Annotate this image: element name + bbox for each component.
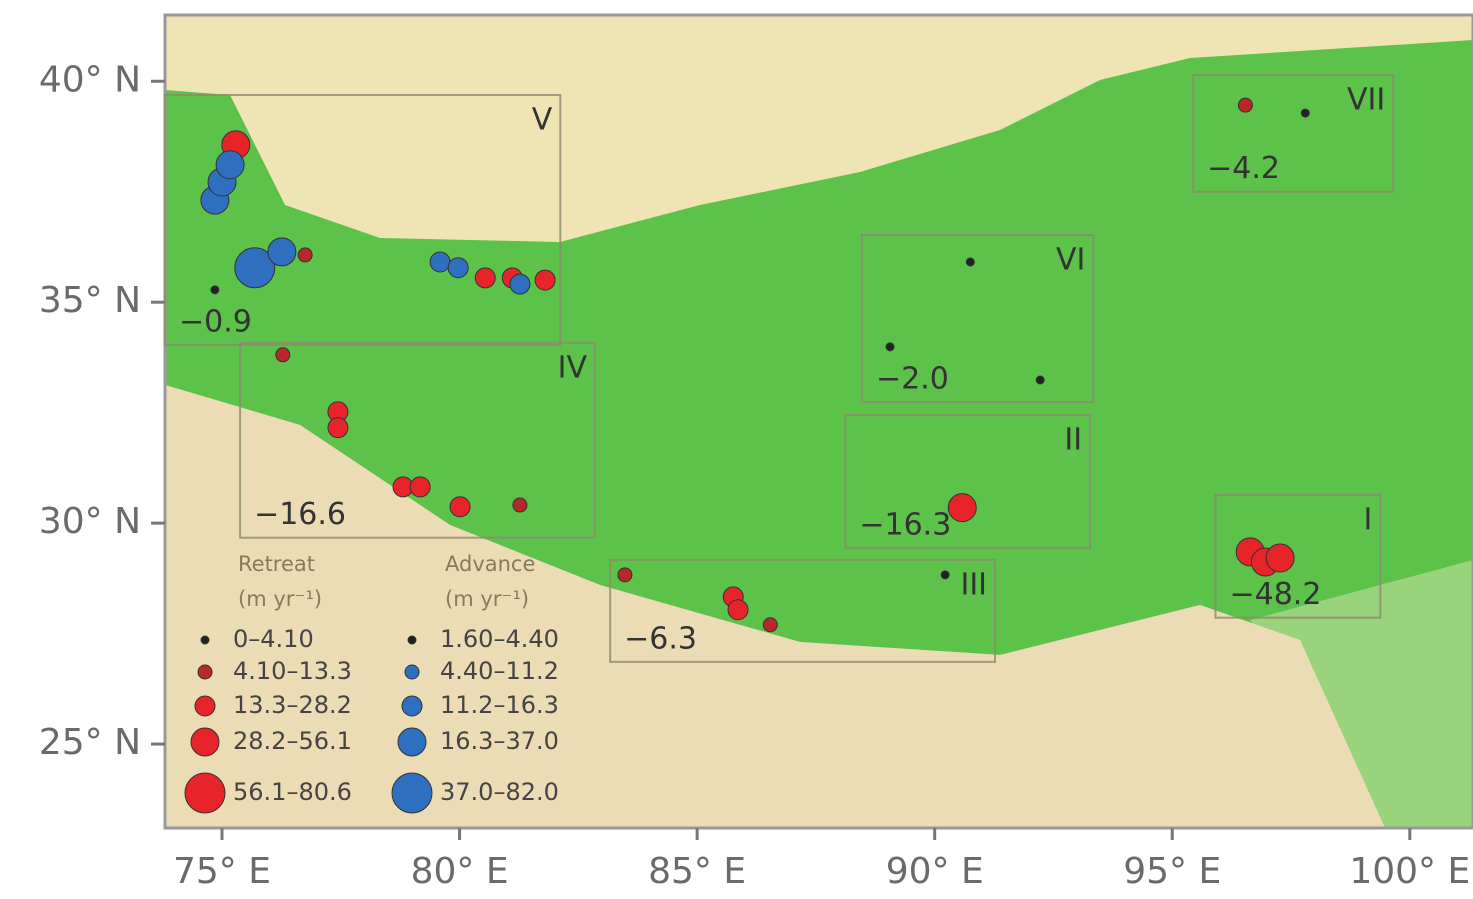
- region-label: V: [532, 102, 553, 137]
- legend-symbol: [198, 665, 212, 679]
- region-value: −16.6: [254, 497, 346, 532]
- glacier-marker: [510, 274, 530, 294]
- glacier-marker: [475, 268, 495, 288]
- x-tick-label: 75° E: [173, 851, 271, 892]
- glacier-marker: [535, 270, 555, 290]
- legend-symbol: [402, 696, 422, 716]
- legend-label: 13.3–28.2: [233, 691, 352, 719]
- glacier-marker: [1266, 544, 1294, 572]
- legend-symbol: [195, 696, 215, 716]
- glacier-marker: [966, 258, 974, 266]
- legend-label: 4.10–13.3: [233, 657, 352, 685]
- glacier-marker: [216, 151, 244, 179]
- x-tick-label: 85° E: [648, 851, 746, 892]
- y-tick-label: 35° N: [39, 280, 141, 321]
- glacier-marker: [1036, 376, 1044, 384]
- glacier-marker: [1238, 98, 1252, 112]
- legend-unit: (m yr⁻¹): [238, 587, 322, 611]
- legend-symbol: [408, 636, 416, 644]
- legend-label: 37.0–82.0: [440, 778, 559, 806]
- glacier-marker: [410, 477, 430, 497]
- x-tick-label: 90° E: [886, 851, 984, 892]
- glacier-marker: [728, 600, 748, 620]
- glacier-marker: [886, 343, 894, 351]
- legend-label: 4.40–11.2: [440, 657, 559, 685]
- region-value: −4.2: [1207, 151, 1280, 186]
- glacier-marker: [328, 418, 348, 438]
- region-label: VII: [1347, 83, 1385, 118]
- glacier-marker: [450, 497, 470, 517]
- y-tick-label: 30° N: [39, 501, 141, 542]
- legend-label: 16.3–37.0: [440, 727, 559, 755]
- legend-title: Retreat: [238, 552, 315, 576]
- legend-symbol: [191, 728, 219, 756]
- x-tick-label: 95° E: [1123, 851, 1221, 892]
- x-tick-label: 100° E: [1349, 851, 1470, 892]
- region-value: −0.9: [179, 305, 252, 340]
- legend-symbol: [405, 665, 419, 679]
- map: 75° E 80° E 85° E 90° E 95° E 100° E 40° N 35° …: [0, 0, 1473, 895]
- glacier-marker: [763, 618, 777, 632]
- glacier-marker: [298, 248, 312, 262]
- legend-label: 0–4.10: [233, 625, 314, 653]
- legend-unit: (m yr⁻¹): [445, 587, 529, 611]
- glacier-marker: [448, 258, 468, 278]
- region-label: IV: [558, 350, 588, 385]
- y-tick-label: 40° N: [39, 59, 141, 100]
- region-value: −16.3: [859, 507, 951, 542]
- region-label: III: [960, 567, 987, 602]
- glacier-marker: [618, 568, 632, 582]
- legend-title: Advance: [445, 552, 535, 576]
- glacier-marker: [948, 494, 976, 522]
- region-value: −48.2: [1229, 577, 1321, 612]
- legend-symbol: [392, 773, 432, 813]
- legend-symbol: [185, 773, 225, 813]
- glacier-marker: [941, 571, 949, 579]
- legend-symbol: [201, 636, 209, 644]
- x-tick-label: 80° E: [411, 851, 509, 892]
- region-label: II: [1064, 422, 1082, 457]
- glacier-marker: [268, 238, 296, 266]
- glacier-marker: [276, 348, 290, 362]
- region-value: −2.0: [876, 362, 949, 397]
- legend-label: 28.2–56.1: [233, 727, 352, 755]
- region-value: −6.3: [624, 621, 697, 656]
- glacier-marker: [430, 252, 450, 272]
- legend-symbol: [398, 728, 426, 756]
- y-tick-label: 25° N: [39, 722, 141, 763]
- region-label: VI: [1056, 243, 1085, 278]
- legend-label: 11.2–16.3: [440, 691, 559, 719]
- glacier-marker: [513, 498, 527, 512]
- glacier-marker: [1301, 109, 1309, 117]
- glacier-marker: [211, 286, 219, 294]
- region-label: I: [1363, 502, 1372, 537]
- legend-label: 1.60–4.40: [440, 625, 559, 653]
- legend-label: 56.1–80.6: [233, 778, 352, 806]
